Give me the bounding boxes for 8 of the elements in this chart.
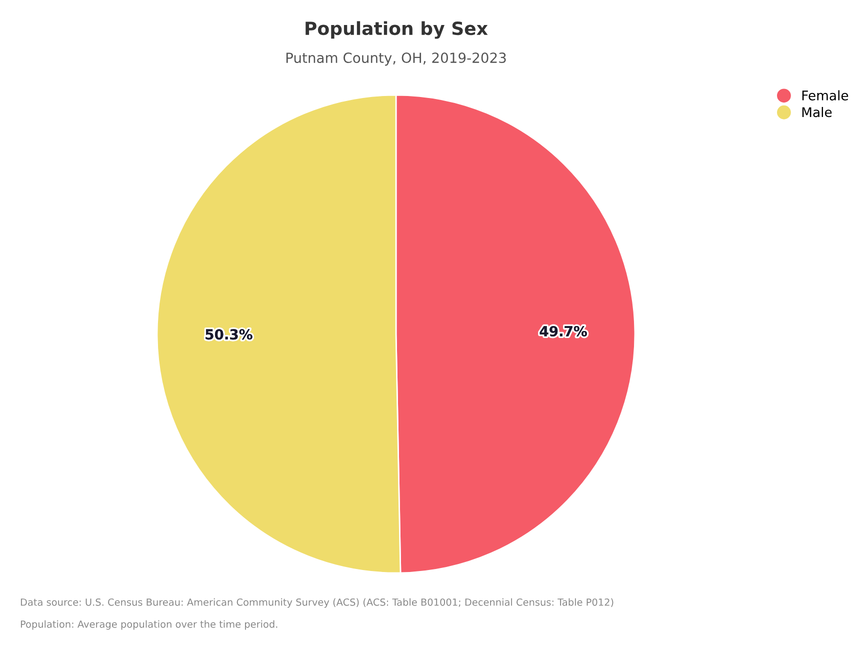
legend-label: Female <box>802 90 848 100</box>
chart-title: Population by Sex <box>306 21 488 39</box>
source-note: Data source: U.S. Census Bureau: American Community Survey (ACS) (ACS: Table B01001; Decennial Census: Table P012) <box>20 598 614 608</box>
data-label: 50.3% <box>206 329 252 340</box>
data-label: 49.7% <box>540 326 587 336</box>
chart-subtitle: Putnam County, OH, 2019-2023 <box>286 52 506 66</box>
text: Population: Average population over the time period. <box>20 620 278 630</box>
legend-label: Male <box>802 106 832 118</box>
